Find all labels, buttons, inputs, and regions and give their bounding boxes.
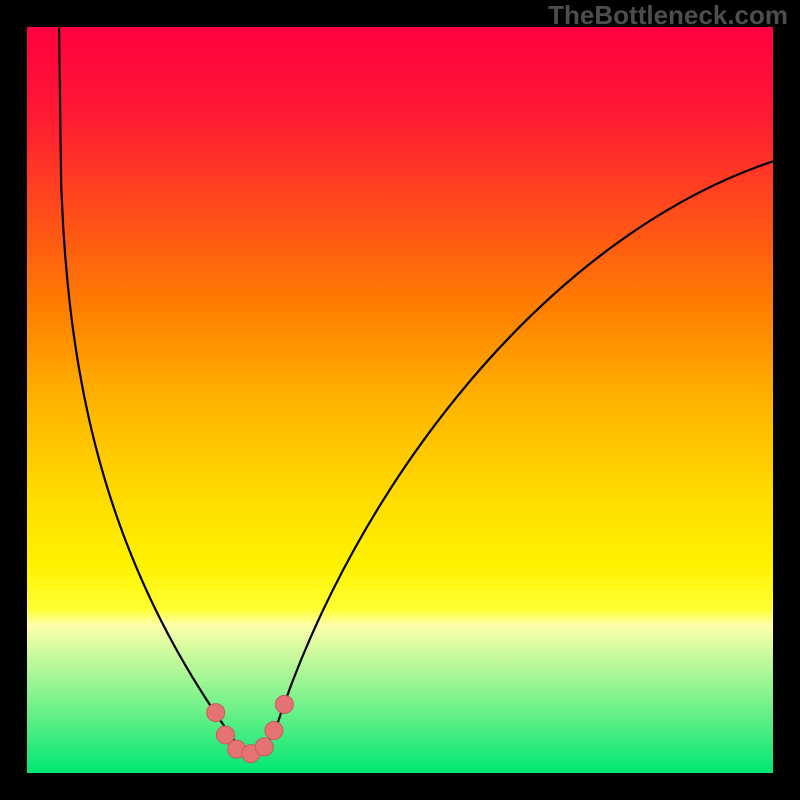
curve-overlay bbox=[0, 0, 800, 800]
watermark-text: TheBottleneck.com bbox=[548, 0, 788, 31]
chart-stage: TheBottleneck.com bbox=[0, 0, 800, 800]
marker-point bbox=[275, 695, 293, 713]
marker-point bbox=[255, 738, 273, 756]
bottleneck-curve bbox=[59, 27, 773, 754]
marker-point bbox=[265, 721, 283, 739]
marker-point bbox=[207, 704, 225, 722]
